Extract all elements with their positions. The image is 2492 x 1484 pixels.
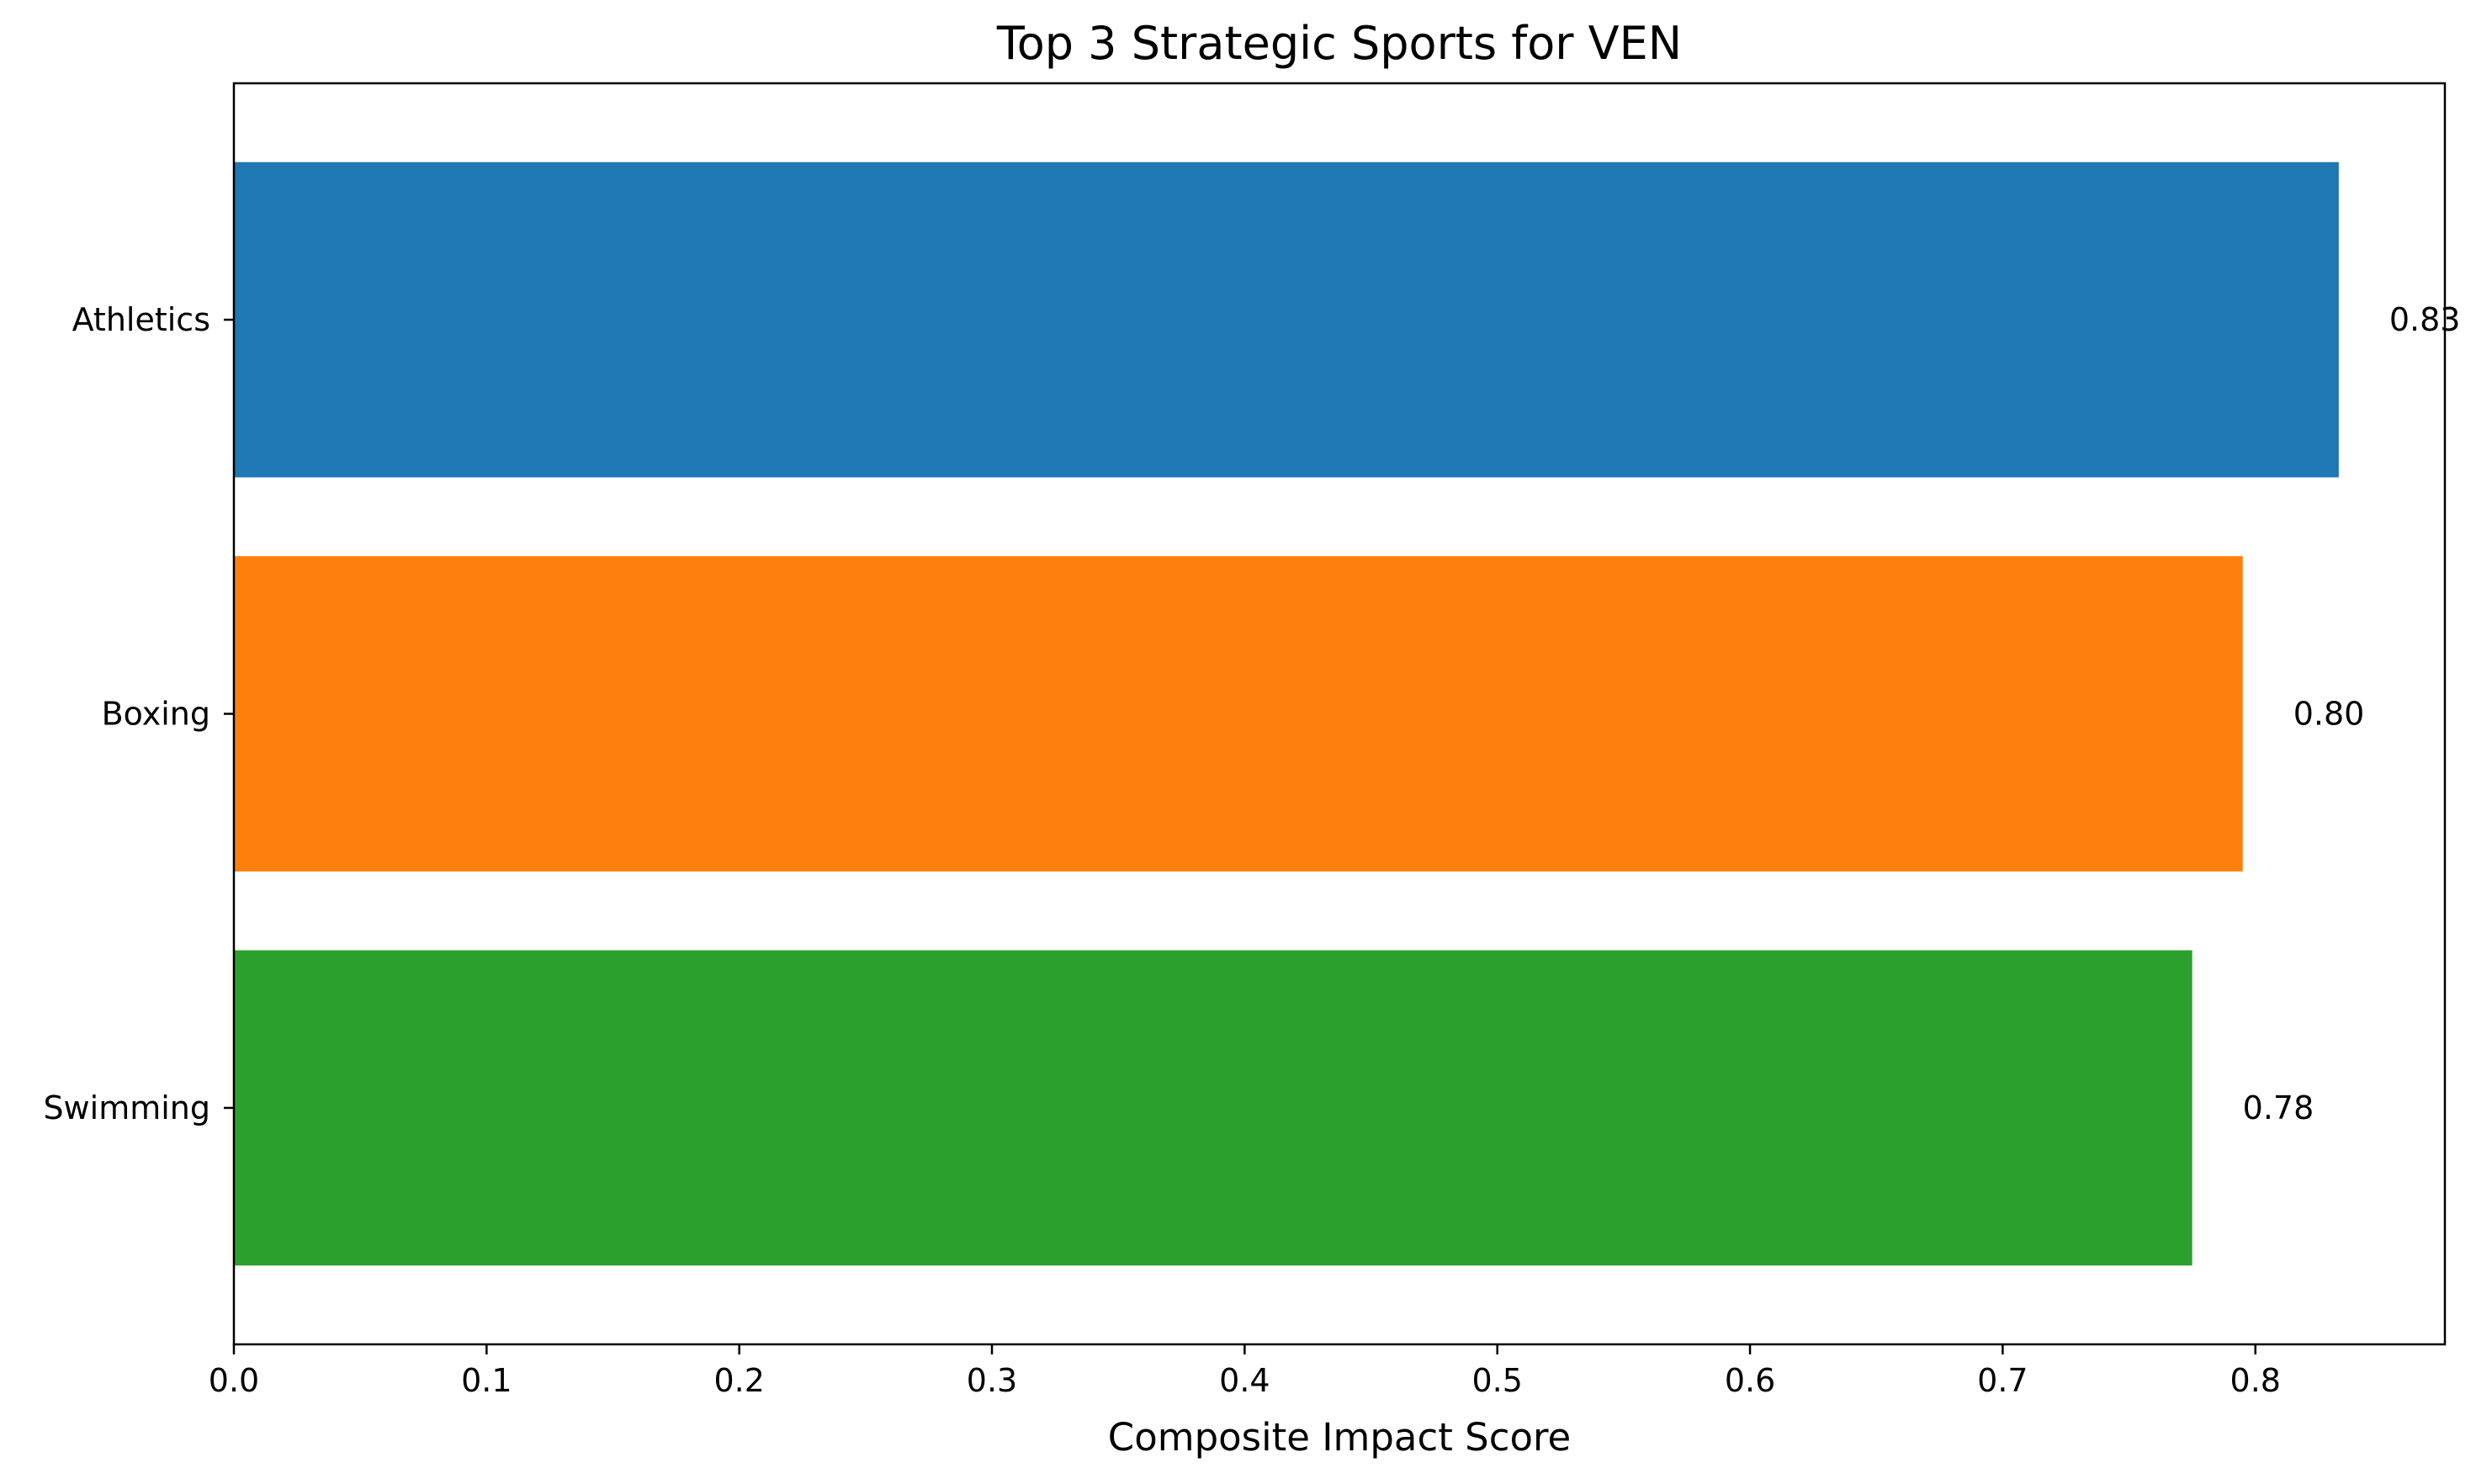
- bar-swimming: [234, 950, 2192, 1266]
- bar-athletics: [234, 162, 2339, 478]
- ticks-layer: Athletics Boxing Swimming 0.0 0.1 0.2 0.3 0.4 0.…: [43, 301, 2281, 1399]
- x-tick-label: 0.2: [713, 1362, 764, 1399]
- bars-layer: 0.83 0.80 0.78: [234, 162, 2460, 1266]
- x-tick-label: 0.6: [1725, 1362, 1775, 1399]
- value-label-athletics: 0.83: [2389, 301, 2461, 338]
- y-tick-label-athletics: Athletics: [72, 301, 210, 338]
- x-tick-label: 0.5: [1471, 1362, 1522, 1399]
- x-tick-label: 0.4: [1219, 1362, 1270, 1399]
- x-tick-label: 0.1: [461, 1362, 512, 1399]
- x-tick-label: 0.8: [2230, 1362, 2281, 1399]
- x-axis-label: Composite Impact Score: [1108, 1415, 1571, 1460]
- x-tick-label: 0.3: [967, 1362, 1017, 1399]
- plot-frame: [232, 82, 2447, 1346]
- value-label-swimming: 0.78: [2243, 1089, 2314, 1126]
- x-tick-label: 0.0: [209, 1362, 259, 1399]
- x-tick-label: 0.7: [1977, 1362, 2028, 1399]
- value-label-boxing: 0.80: [2293, 696, 2365, 733]
- y-tick-label-swimming: Swimming: [43, 1089, 210, 1126]
- chart-title: Top 3 Strategic Sports for VEN: [996, 17, 1682, 70]
- bar-boxing: [234, 556, 2243, 872]
- y-tick-label-boxing: Boxing: [102, 696, 210, 733]
